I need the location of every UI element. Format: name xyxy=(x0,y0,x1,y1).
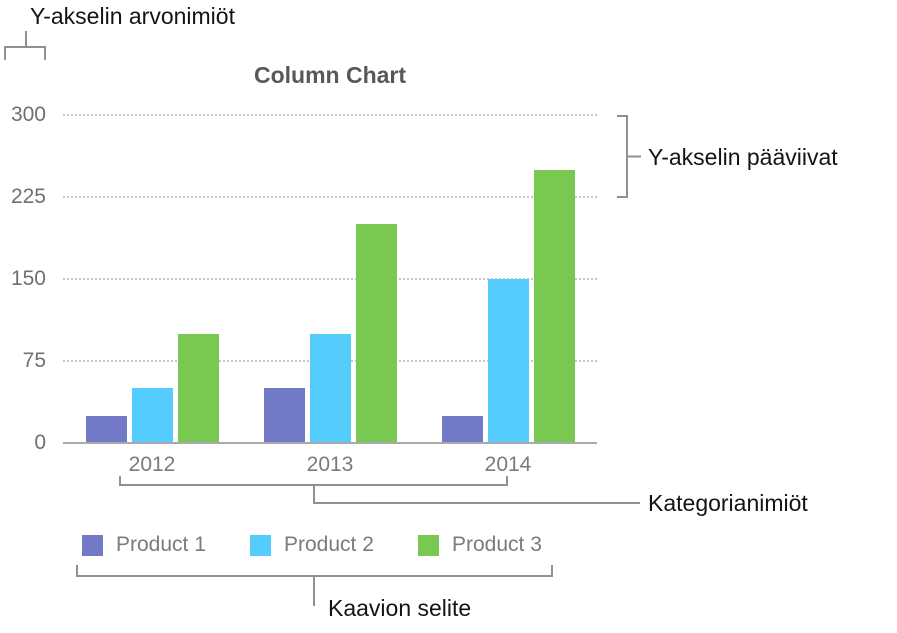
bar xyxy=(263,388,305,443)
category-label: 2014 xyxy=(484,453,532,476)
category-label: 2012 xyxy=(128,453,176,476)
y-axis-tick-label: 225 xyxy=(10,185,46,208)
y-axis-tick-label: 150 xyxy=(10,267,46,290)
bar xyxy=(309,333,351,443)
y-axis-labels: 0 75 150 225 300 xyxy=(0,103,46,454)
category-labels: 2012 2013 2014 xyxy=(63,453,597,479)
bar-group xyxy=(85,115,219,443)
gridline xyxy=(63,196,597,198)
category-labels-bracket xyxy=(119,476,640,504)
gridline xyxy=(63,114,597,116)
bar xyxy=(487,279,529,443)
legend-item: Product 3 xyxy=(418,532,542,558)
bar xyxy=(355,224,397,443)
legend-swatch xyxy=(418,534,439,556)
category-label: 2013 xyxy=(306,453,354,476)
bar xyxy=(533,169,575,443)
y-axis-tick-label: 300 xyxy=(10,103,46,126)
legend: Product 1 Product 2 Product 3 xyxy=(82,532,616,558)
legend-item: Product 2 xyxy=(250,532,374,558)
bar-group xyxy=(263,115,397,443)
chart-title: Column Chart xyxy=(253,62,407,88)
annotation-chart-legend: Kaavion selite xyxy=(328,595,472,621)
bar xyxy=(177,333,219,443)
plot-area xyxy=(63,114,597,444)
legend-label: Product 2 xyxy=(284,533,374,556)
bar-group xyxy=(441,115,575,443)
legend-label: Product 1 xyxy=(116,533,206,556)
gridline xyxy=(63,278,597,280)
x-axis-line xyxy=(63,442,597,444)
bar xyxy=(85,415,127,443)
y-axis-values-bracket xyxy=(4,31,46,60)
bars-layer xyxy=(63,115,597,443)
annotation-y-axis-values: Y-akselin arvonimiöt xyxy=(30,3,235,29)
y-axis-tick-label: 75 xyxy=(22,349,46,372)
legend-swatch xyxy=(82,534,103,556)
annotation-category-labels: Kategorianimiöt xyxy=(648,490,808,516)
bar xyxy=(131,388,173,443)
y-axis-tick-label: 0 xyxy=(34,431,46,454)
legend-label: Product 3 xyxy=(452,533,542,556)
gridline-span-bracket xyxy=(617,115,641,198)
annotation-y-axis-gridlines: Y-akselin pääviivat xyxy=(648,144,838,170)
legend-swatch xyxy=(250,534,271,556)
legend-bracket xyxy=(76,565,553,606)
legend-item: Product 1 xyxy=(82,532,206,558)
bar xyxy=(441,415,483,443)
